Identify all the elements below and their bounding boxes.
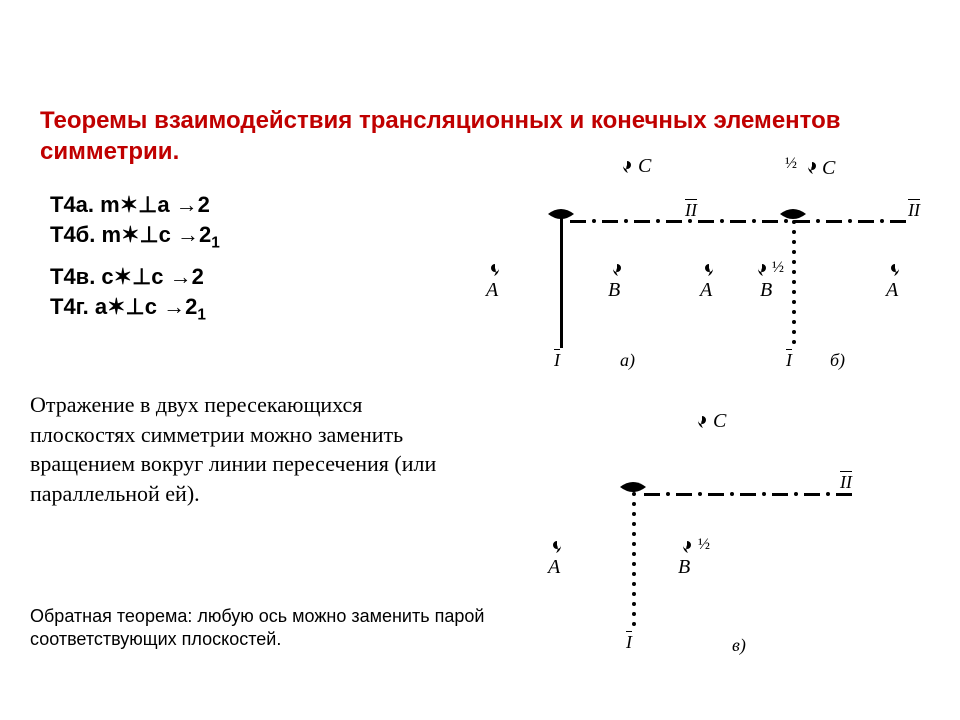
label-half: ½ — [785, 155, 797, 173]
comma-icon — [805, 161, 819, 175]
comma-icon — [755, 263, 769, 277]
line-i-solid — [560, 213, 563, 348]
label-ii: II — [685, 200, 697, 221]
label-a: A — [886, 279, 898, 302]
t4v-pre: Т4в. c — [50, 264, 114, 289]
t4v-mid: c — [151, 264, 169, 289]
theorem-t4g: Т4г. a✶⊥c →21 — [50, 292, 220, 326]
panel-label-a: а) — [620, 350, 635, 371]
diagram-bottom: C II I A ½ B в) — [520, 410, 940, 670]
panel-label-v: в) — [732, 635, 746, 656]
label-b: B — [760, 279, 772, 302]
t4b-sub: 1 — [211, 234, 220, 251]
label-c: C — [638, 155, 651, 178]
t4g-end: 2 — [185, 294, 197, 319]
t4a-end: 2 — [198, 192, 210, 217]
arrow-icon: → — [177, 222, 199, 247]
line-i-dotted — [632, 492, 636, 632]
arrow-icon: → — [170, 264, 192, 289]
perp-icon: ⊥ — [132, 264, 151, 289]
label-ii: II — [908, 200, 920, 221]
comma-icon — [488, 263, 502, 277]
arrow-icon: → — [163, 294, 185, 319]
t4b-mid: c — [159, 222, 177, 247]
t4b-pre: Т4б. m — [50, 222, 121, 247]
label-a: A — [700, 279, 712, 302]
lens-icon — [620, 480, 646, 492]
perp-icon: ⊥ — [138, 192, 157, 217]
theorem-t4a: Т4а. m✶⊥a →2 — [50, 190, 220, 220]
panel-label-b: б) — [830, 350, 845, 371]
label-c: C — [822, 157, 835, 180]
theorem-t4b: Т4б. m✶⊥c →21 — [50, 220, 220, 254]
explanation-text: Отражение в двух пересекающихся плоскост… — [30, 390, 470, 509]
theorem-list: Т4а. m✶⊥a →2 Т4б. m✶⊥c →21 Т4в. c✶⊥c →2 … — [50, 190, 220, 326]
label-half: ½ — [772, 259, 784, 277]
label-i: I — [626, 632, 632, 653]
lens-icon — [780, 207, 806, 219]
perp-icon: ⊥ — [140, 222, 159, 247]
star-icon: ✶ — [114, 264, 132, 289]
comma-icon — [610, 263, 624, 277]
star-icon: ✶ — [121, 222, 139, 247]
star-icon: ✶ — [107, 294, 125, 319]
arrow-icon: → — [176, 192, 198, 217]
label-a: A — [486, 279, 498, 302]
comma-icon — [620, 160, 634, 174]
line-i-dotted — [792, 220, 796, 350]
t4a-pre: Т4а. m — [50, 192, 120, 217]
comma-icon — [680, 540, 694, 554]
comma-icon — [695, 415, 709, 429]
label-half: ½ — [698, 536, 710, 554]
t4g-sub: 1 — [197, 306, 206, 323]
label-i: I — [786, 350, 792, 371]
label-c: C — [713, 410, 726, 433]
label-b: B — [608, 279, 620, 302]
label-ii: II — [840, 472, 852, 493]
perp-icon: ⊥ — [126, 294, 145, 319]
t4g-pre: Т4г. a — [50, 294, 107, 319]
star-icon: ✶ — [120, 192, 138, 217]
label-a: A — [548, 556, 560, 579]
t4a-mid: a — [157, 192, 175, 217]
comma-icon — [550, 540, 564, 554]
comma-icon — [702, 263, 716, 277]
t4g-mid: c — [145, 294, 163, 319]
diagram-top: C ½ C II II I I A B A ½ B A — [480, 155, 940, 380]
t4v-end: 2 — [192, 264, 204, 289]
label-i: I — [554, 350, 560, 371]
theorem-t4v: Т4в. c✶⊥c →2 — [50, 262, 220, 292]
t4b-end: 2 — [199, 222, 211, 247]
label-b: B — [678, 556, 690, 579]
reverse-theorem: Обратная теорема: любую ось можно замени… — [30, 605, 490, 652]
comma-icon — [888, 263, 902, 277]
